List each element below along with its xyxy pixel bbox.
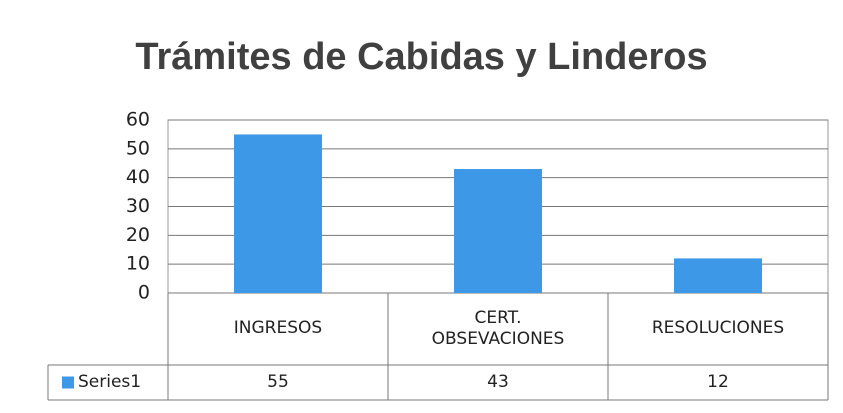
chart-title: Trámites de Cabidas y Linderos xyxy=(135,36,708,78)
table-value: 55 xyxy=(267,371,289,392)
y-tick-label: 0 xyxy=(138,282,150,304)
table-value: 12 xyxy=(707,371,729,392)
x-tick-label: RESOLUCIONES xyxy=(651,318,785,339)
bar xyxy=(234,134,322,293)
legend-label: Series1 xyxy=(78,371,142,392)
table-value: 43 xyxy=(487,371,509,392)
legend-swatch xyxy=(62,376,74,389)
y-tick-label: 60 xyxy=(126,109,150,131)
y-tick-label: 30 xyxy=(126,195,150,217)
y-tick-label: 10 xyxy=(126,253,150,275)
y-tick-label: 20 xyxy=(126,224,150,246)
bar xyxy=(674,258,762,293)
y-tick-label: 50 xyxy=(126,137,150,159)
y-tick-label: 40 xyxy=(126,166,150,188)
bar xyxy=(454,169,542,293)
x-tick-label: INGRESOS xyxy=(233,318,323,339)
x-tick-label: CERT. OBSEVACIONES xyxy=(431,307,565,349)
